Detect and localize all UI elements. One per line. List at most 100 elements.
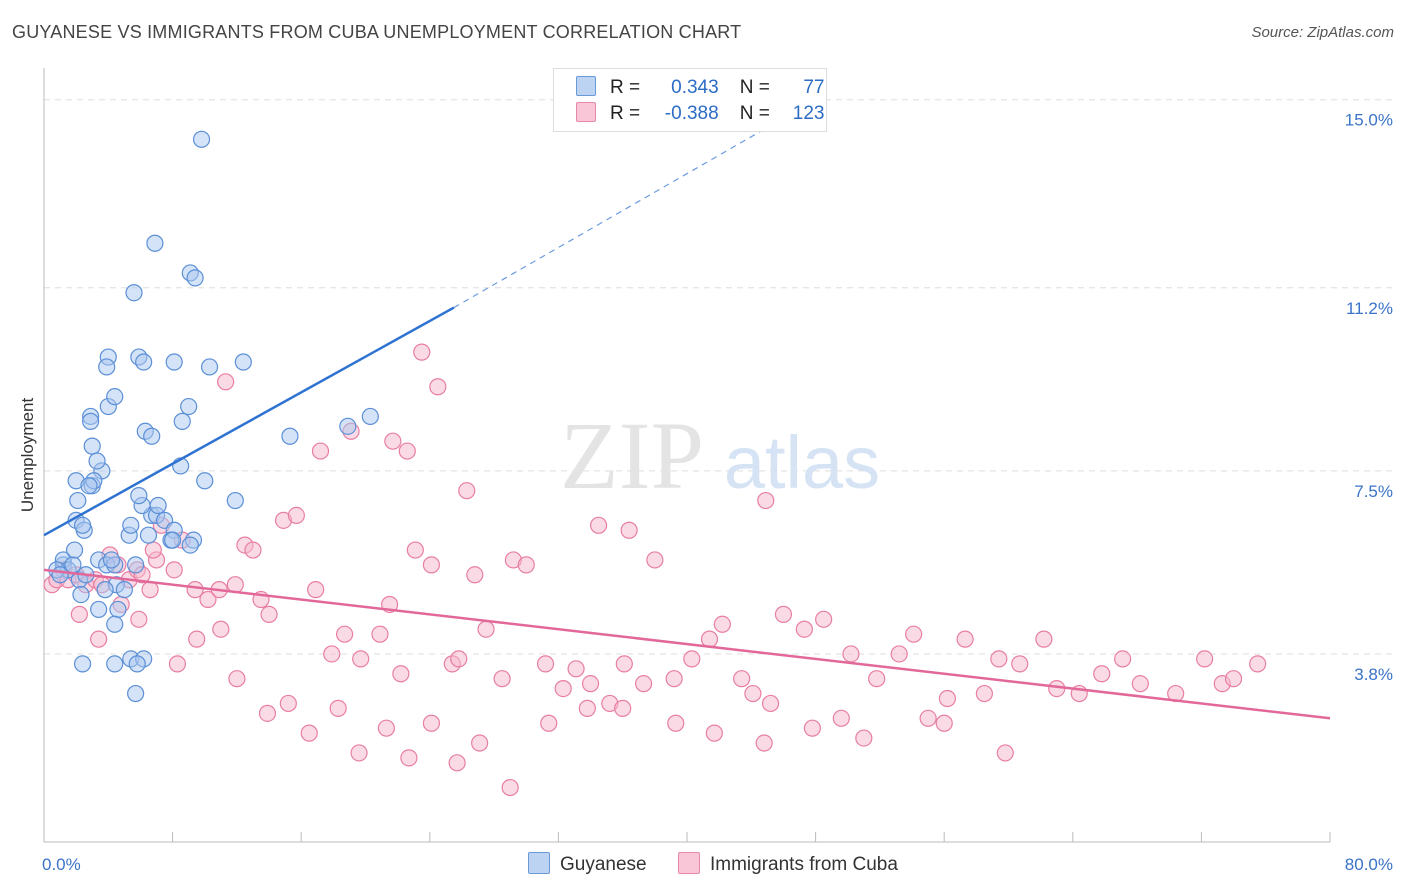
guyanese-point — [165, 353, 183, 371]
y-tick-label: 11.2% — [1346, 299, 1393, 318]
guyanese-point — [281, 427, 299, 445]
cuba-point — [1114, 650, 1132, 668]
guyanese-point — [226, 491, 244, 510]
guyanese-point — [98, 358, 116, 376]
cuba-point — [212, 620, 230, 638]
cuba-point — [70, 605, 88, 623]
guyanese-point — [339, 417, 357, 435]
cuba-point — [646, 551, 664, 569]
guyanese-point — [102, 551, 121, 569]
cuba-point — [228, 670, 246, 688]
swatch-guyanese — [528, 852, 550, 874]
y-tick-label: 15.0% — [1345, 111, 1393, 130]
cuba-point — [1035, 630, 1053, 648]
cuba-point — [300, 724, 318, 742]
cuba-point — [422, 556, 441, 574]
guyanese-point — [80, 477, 98, 495]
cuba-point — [855, 729, 873, 747]
guyanese-point — [115, 581, 133, 599]
correlation-legend: R = 0.343 N = 77 R = -0.388 N = 123 — [553, 68, 827, 132]
x-tick-label: 0.0% — [42, 855, 81, 874]
guyanese-point — [90, 600, 108, 619]
cuba-point — [165, 561, 183, 579]
series-legend-cuba[interactable]: Immigrants from Cuba — [678, 852, 898, 876]
cuba-point — [1196, 650, 1214, 668]
cuba-trend-line — [43, 568, 1331, 720]
cuba-point — [400, 749, 418, 767]
series-name-guyanese: Guyanese — [560, 854, 647, 875]
guyanese-point — [146, 234, 164, 252]
cuba-point — [287, 506, 305, 525]
cuba-point — [683, 650, 701, 668]
trend-lines — [43, 99, 1331, 720]
cuba-point — [199, 590, 217, 609]
guyanese-point — [130, 487, 148, 505]
cuba-point — [956, 630, 974, 648]
cuba-point — [398, 442, 416, 460]
cuba-point — [705, 724, 723, 742]
legend-swatch-blue — [576, 76, 596, 96]
cuba-point — [311, 442, 330, 460]
cuba-point — [141, 581, 159, 599]
guyanese-point — [127, 684, 145, 703]
guyanese-point — [65, 541, 84, 559]
cuba-point — [323, 645, 341, 663]
cuba-point — [905, 625, 923, 643]
cuba-point — [501, 778, 519, 797]
y-tick-label: 7.5% — [1354, 482, 1393, 501]
cuba-point — [938, 689, 957, 708]
guyanese-point — [180, 397, 198, 416]
swatch-cuba — [678, 852, 700, 874]
legend-n-label: N = — [739, 77, 770, 98]
guyanese-point — [149, 496, 167, 515]
guyanese-trend-extension — [453, 99, 816, 309]
guyanese-point — [139, 526, 158, 544]
cuba-point — [413, 343, 431, 361]
guyanese-point — [192, 130, 211, 148]
chart-source: Source: ZipAtlas.com — [1251, 24, 1394, 41]
cuba-point — [392, 665, 410, 683]
guyanese-point — [181, 536, 199, 554]
legend-row-cuba: R = -0.388 N = 123 — [576, 102, 824, 126]
cuba-point — [493, 670, 511, 688]
cuba-point — [350, 744, 368, 762]
cuba-point — [477, 620, 495, 638]
guyanese-point — [122, 516, 140, 534]
cuba-point — [567, 660, 585, 678]
cuba-point — [700, 630, 719, 648]
watermark: ZIP atlas — [560, 402, 880, 509]
guyanese-point — [109, 600, 127, 619]
axes — [43, 68, 1331, 843]
guyanese-point — [200, 358, 219, 376]
watermark-zip: ZIP — [560, 402, 704, 509]
cuba-point — [890, 645, 908, 663]
legend-r-value: 0.343 — [671, 77, 719, 98]
cuba-point — [713, 615, 731, 633]
cuba-point — [1249, 655, 1267, 673]
cuba-point — [422, 714, 441, 732]
series-legend-guyanese[interactable]: Guyanese — [528, 852, 647, 876]
guyanese-point — [106, 388, 124, 406]
cuba-point — [919, 709, 937, 727]
cuba-point — [774, 605, 793, 623]
guyanese-point — [72, 585, 90, 604]
legend-r-label: R = — [610, 103, 641, 124]
cuba-point — [540, 714, 558, 732]
guyanese-point — [82, 412, 100, 430]
guyanese-point — [106, 615, 124, 633]
cuba-point — [90, 630, 108, 648]
cuba-point — [336, 625, 354, 643]
cuba-point — [371, 625, 389, 643]
cuba-point — [384, 432, 402, 450]
legend-r-value: -0.388 — [664, 103, 719, 124]
cuba-point — [975, 684, 993, 703]
cuba-point — [996, 744, 1014, 762]
cuba-point — [1131, 675, 1149, 693]
cuba-point — [578, 699, 596, 717]
legend-swatch-pink — [576, 102, 596, 122]
cuba-point — [329, 699, 347, 717]
chart-title: GUYANESE VS IMMIGRANTS FROM CUBA UNEMPLO… — [12, 22, 742, 42]
guyanese-point — [127, 556, 145, 574]
cuba-point — [458, 482, 476, 500]
guyanese-point — [173, 412, 191, 430]
